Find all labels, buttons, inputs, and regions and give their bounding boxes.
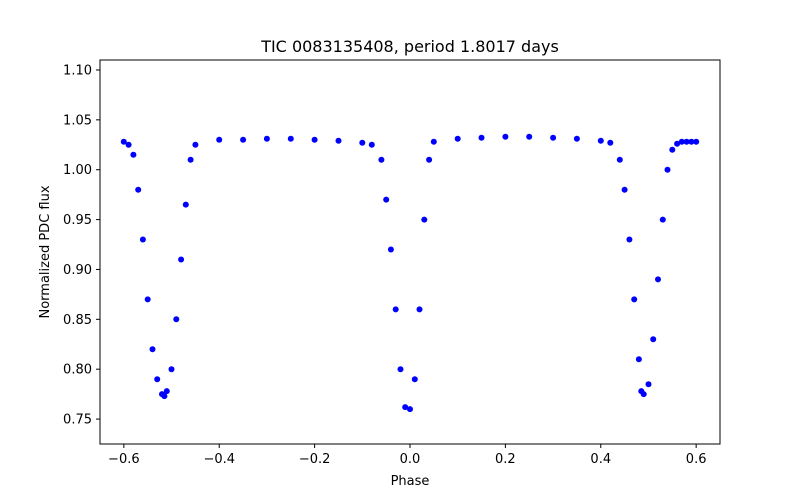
data-point	[182, 201, 189, 208]
data-point	[125, 141, 132, 148]
data-point	[664, 166, 671, 173]
data-point	[626, 236, 633, 243]
data-point	[650, 336, 657, 343]
x-axis: −0.6 −0.4 −0.2 0.0 0.2 0.4 0.6	[108, 444, 706, 467]
x-tick-label: 0.0	[400, 452, 421, 467]
data-point	[502, 133, 509, 140]
chart-title: TIC 0083135408, period 1.8017 days	[260, 37, 559, 56]
data-point	[407, 406, 413, 413]
data-point	[130, 151, 137, 158]
x-tick-label: 0.4	[590, 452, 611, 467]
y-axis-label: Normalized PDC flux	[38, 185, 53, 318]
x-axis-label: Phase	[391, 474, 430, 489]
data-point	[688, 138, 695, 145]
y-tick-label: 0.75	[63, 413, 92, 428]
data-point	[402, 404, 409, 411]
data-point	[674, 140, 681, 147]
data-point	[392, 306, 399, 313]
data-point	[631, 296, 638, 303]
data-point	[454, 135, 461, 142]
data-point	[178, 256, 185, 263]
x-tick-label: −0.4	[203, 452, 235, 467]
data-point	[359, 139, 366, 146]
data-point	[640, 391, 647, 398]
data-point	[173, 316, 180, 323]
data-point	[120, 138, 127, 145]
data-point	[383, 196, 390, 203]
data-point	[135, 186, 142, 193]
data-point	[163, 388, 170, 395]
data-point	[335, 137, 342, 144]
data-point	[683, 138, 690, 145]
y-tick-label: 1.00	[63, 163, 92, 178]
y-tick-label: 1.05	[63, 113, 92, 128]
y-tick-label: 0.90	[63, 263, 92, 278]
data-point	[192, 141, 199, 148]
data-point	[655, 276, 661, 283]
data-point	[478, 134, 485, 141]
y-tick-label: 0.95	[63, 213, 92, 228]
data-point	[616, 156, 623, 163]
data-point	[669, 146, 676, 153]
x-tick-label: 0.6	[686, 452, 707, 467]
data-point	[693, 138, 700, 145]
data-point	[659, 216, 666, 223]
data-point	[426, 156, 433, 163]
data-point	[621, 186, 628, 193]
y-tick-label: 0.80	[63, 363, 92, 378]
y-tick-label: 0.85	[63, 313, 92, 328]
data-point	[378, 156, 385, 163]
data-point	[411, 376, 418, 383]
data-point	[154, 376, 161, 383]
data-point	[139, 236, 146, 243]
plot-area-frame	[99, 59, 721, 445]
x-tick-label: −0.6	[108, 452, 140, 467]
x-tick-label: −0.2	[299, 452, 331, 467]
data-point	[607, 139, 614, 146]
data-point	[645, 381, 652, 388]
data-point	[387, 246, 394, 253]
data-point	[168, 366, 175, 373]
data-point	[430, 138, 437, 145]
data-point	[144, 296, 151, 303]
data-point	[416, 306, 423, 313]
data-point	[397, 366, 404, 373]
data-point	[149, 346, 156, 353]
data-point	[263, 135, 270, 142]
data-point	[187, 156, 194, 163]
data-point	[526, 133, 533, 140]
y-axis: 0.75 0.80 0.85 0.90 0.95 1.00 1.05 1.10	[63, 63, 100, 428]
data-points	[120, 133, 700, 413]
x-tick-label: 0.2	[495, 452, 516, 467]
data-point	[421, 216, 428, 223]
data-point	[678, 138, 685, 145]
data-point	[368, 141, 375, 148]
data-point	[550, 134, 557, 141]
data-point	[216, 136, 223, 143]
data-point	[287, 135, 294, 142]
data-point	[597, 137, 604, 144]
data-point	[635, 356, 642, 363]
data-point	[573, 135, 580, 142]
y-tick-label: 1.10	[63, 63, 92, 78]
data-point	[311, 136, 318, 143]
data-point	[161, 393, 168, 400]
data-point	[240, 136, 247, 143]
